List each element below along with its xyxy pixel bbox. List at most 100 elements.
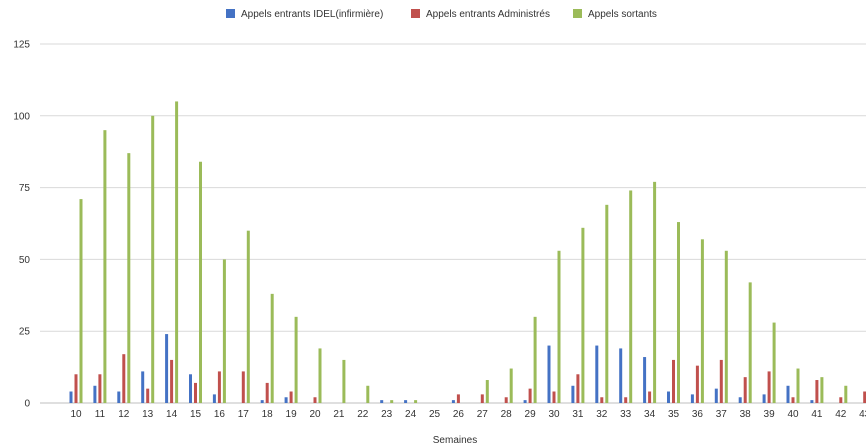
bar-2-15 bbox=[194, 382, 197, 403]
bar-1-26 bbox=[451, 400, 455, 403]
x-tick-label: 42 bbox=[835, 409, 847, 420]
x-tick-label: 15 bbox=[190, 409, 202, 420]
x-tick-label: 27 bbox=[477, 409, 489, 420]
x-tick-label: 29 bbox=[525, 409, 537, 420]
bar-2-32 bbox=[600, 397, 604, 403]
bar-3-34 bbox=[653, 181, 657, 403]
bar-2-29 bbox=[528, 388, 532, 403]
bar-2-26 bbox=[456, 394, 460, 403]
bar-2-17 bbox=[241, 371, 245, 403]
bar-2-28 bbox=[504, 397, 508, 403]
x-tick-label: 34 bbox=[644, 409, 656, 420]
legend-swatch bbox=[226, 9, 235, 18]
bar-3-27 bbox=[485, 380, 489, 403]
y-tick-label: 50 bbox=[19, 255, 31, 266]
bar-2-36 bbox=[695, 365, 699, 403]
x-tick-label: 22 bbox=[357, 409, 369, 420]
bar-2-39 bbox=[767, 371, 771, 403]
bar-3-32 bbox=[605, 204, 609, 403]
legend-label: Appels entrants Administrés bbox=[426, 9, 550, 20]
bar-1-16 bbox=[212, 394, 216, 403]
bar-1-39 bbox=[762, 394, 766, 403]
x-tick-label: 14 bbox=[166, 409, 178, 420]
y-tick-label: 125 bbox=[13, 40, 30, 51]
x-tick-label: 40 bbox=[787, 409, 799, 420]
x-tick-label: 30 bbox=[548, 409, 560, 420]
bar-2-38 bbox=[743, 377, 747, 403]
bar-1-15 bbox=[189, 374, 192, 403]
legend-label: Appels sortants bbox=[588, 9, 657, 20]
bar-3-23 bbox=[390, 400, 394, 403]
x-tick-label: 23 bbox=[381, 409, 393, 420]
bar-2-33 bbox=[624, 397, 628, 403]
bar-3-17 bbox=[246, 230, 250, 403]
bar-1-34 bbox=[643, 357, 647, 403]
bar-3-12 bbox=[127, 153, 131, 403]
bar-3-10 bbox=[79, 199, 83, 403]
bar-1-29 bbox=[523, 400, 527, 403]
x-tick-label: 37 bbox=[716, 409, 728, 420]
bar-3-20 bbox=[318, 348, 322, 403]
bar-1-30 bbox=[547, 345, 551, 403]
x-tick-label: 28 bbox=[501, 409, 513, 420]
x-tick-label: 25 bbox=[429, 409, 441, 420]
bar-3-30 bbox=[557, 250, 561, 403]
gridlines bbox=[40, 43, 866, 404]
bar-2-18 bbox=[265, 382, 269, 403]
x-tick-label: 26 bbox=[453, 409, 465, 420]
bar-1-37 bbox=[714, 388, 718, 403]
bar-3-41 bbox=[820, 377, 824, 403]
bar-3-13 bbox=[151, 115, 155, 404]
legend: Appels entrants IDEL(infirmière) Appels e… bbox=[226, 9, 657, 20]
x-tick-label: 11 bbox=[95, 409, 106, 420]
bar-3-33 bbox=[629, 190, 633, 403]
y-tick-label: 75 bbox=[19, 183, 31, 194]
bar-2-19 bbox=[289, 391, 293, 403]
bar-2-16 bbox=[217, 371, 221, 403]
legend-label: Appels entrants IDEL(infirmière) bbox=[241, 9, 383, 20]
bar-2-37 bbox=[719, 359, 723, 403]
bar-2-34 bbox=[648, 391, 652, 403]
legend-swatch bbox=[411, 9, 420, 18]
bar-3-42 bbox=[844, 385, 848, 403]
y-axis-ticks: 0 25 50 75 100 125 bbox=[13, 40, 30, 410]
bar-3-40 bbox=[796, 368, 800, 403]
bar-3-22 bbox=[366, 385, 370, 403]
x-axis-title: Semaines bbox=[433, 435, 477, 446]
bars bbox=[69, 101, 866, 404]
bar-3-21 bbox=[342, 359, 346, 403]
bar-1-18 bbox=[260, 400, 264, 403]
x-tick-label: 18 bbox=[262, 409, 274, 420]
bar-3-35 bbox=[677, 222, 680, 403]
x-tick-label: 35 bbox=[668, 409, 680, 420]
x-tick-label: 16 bbox=[214, 409, 226, 420]
x-tick-label: 10 bbox=[70, 409, 82, 420]
bar-3-38 bbox=[748, 282, 752, 403]
x-tick-label: 43 bbox=[859, 409, 866, 420]
bar-3-39 bbox=[772, 322, 776, 403]
bar-1-24 bbox=[404, 400, 408, 403]
bar-2-11 bbox=[98, 374, 102, 403]
bar-2-42 bbox=[839, 397, 843, 403]
bar-1-11 bbox=[93, 385, 97, 403]
bar-2-27 bbox=[480, 394, 484, 403]
bar-2-12 bbox=[122, 354, 126, 403]
bar-1-38 bbox=[738, 397, 742, 403]
bar-1-41 bbox=[810, 400, 814, 403]
x-axis-ticks: 10 11 12 13 14 15 16 17 18 19 20 21 22 23 24 25 26 27 28 29… bbox=[70, 409, 866, 420]
bar-3-28 bbox=[509, 368, 513, 403]
bar-2-35 bbox=[672, 359, 675, 403]
x-tick-label: 13 bbox=[142, 409, 154, 420]
bar-1-19 bbox=[284, 397, 288, 403]
x-tick-label: 41 bbox=[811, 409, 823, 420]
bar-2-14 bbox=[170, 359, 174, 403]
bar-1-35 bbox=[667, 391, 670, 403]
bar-2-43 bbox=[863, 391, 866, 403]
x-tick-label: 36 bbox=[692, 409, 704, 420]
bar-1-36 bbox=[690, 394, 694, 403]
bar-2-30 bbox=[552, 391, 556, 403]
bar-1-14 bbox=[165, 334, 169, 403]
x-tick-label: 17 bbox=[238, 409, 250, 420]
x-tick-label: 19 bbox=[286, 409, 298, 420]
